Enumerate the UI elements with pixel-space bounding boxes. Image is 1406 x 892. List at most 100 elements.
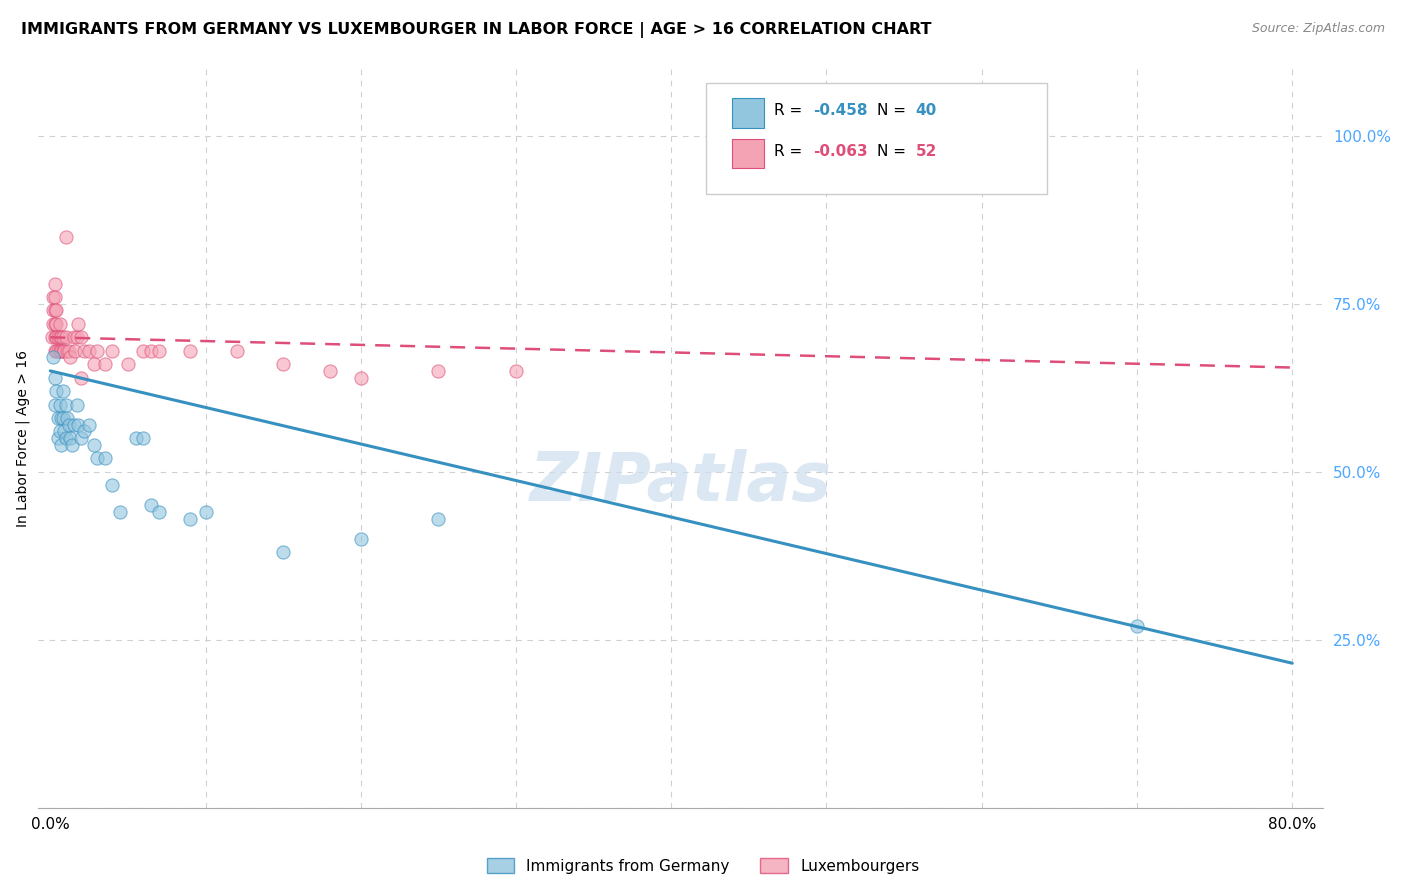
- Point: [42, 303, 65, 318]
- Point: [141, 498, 163, 512]
- Point: [52, 384, 75, 398]
- Point: [44, 290, 66, 304]
- Point: [58, 343, 80, 358]
- Text: -0.063: -0.063: [813, 144, 868, 159]
- Point: [45, 317, 67, 331]
- Point: [62, 330, 84, 344]
- Point: [48, 425, 70, 439]
- Point: [52, 330, 75, 344]
- Point: [194, 505, 217, 519]
- Point: [45, 384, 67, 398]
- Point: [132, 343, 155, 358]
- Point: [101, 478, 124, 492]
- Point: [60, 438, 83, 452]
- Point: [86, 451, 108, 466]
- Point: [63, 343, 86, 358]
- Point: [73, 425, 96, 439]
- Point: [101, 343, 124, 358]
- Point: [108, 505, 131, 519]
- FancyBboxPatch shape: [733, 98, 763, 128]
- Point: [86, 343, 108, 358]
- Point: [45, 330, 67, 344]
- Point: [70, 370, 93, 384]
- Point: [44, 277, 66, 291]
- Point: [42, 290, 65, 304]
- Point: [49, 411, 72, 425]
- Point: [48, 317, 70, 331]
- Point: [1126, 619, 1149, 633]
- Point: [48, 397, 70, 411]
- Point: [132, 431, 155, 445]
- Point: [49, 330, 72, 344]
- Point: [66, 397, 89, 411]
- Point: [67, 417, 90, 432]
- Point: [49, 343, 72, 358]
- Point: [70, 431, 93, 445]
- Point: [179, 343, 201, 358]
- Point: [44, 317, 66, 331]
- Point: [179, 512, 201, 526]
- Point: [55, 431, 77, 445]
- Point: [53, 343, 76, 358]
- Point: [44, 343, 66, 358]
- Legend: Immigrants from Germany, Luxembourgers: Immigrants from Germany, Luxembourgers: [481, 852, 925, 880]
- Point: [55, 229, 77, 244]
- Text: 40: 40: [915, 103, 936, 118]
- Point: [67, 317, 90, 331]
- Point: [427, 364, 450, 378]
- Text: IMMIGRANTS FROM GERMANY VS LUXEMBOURGER IN LABOR FORCE | AGE > 16 CORRELATION CH: IMMIGRANTS FROM GERMANY VS LUXEMBOURGER …: [21, 22, 932, 38]
- Point: [58, 417, 80, 432]
- Text: R =: R =: [775, 103, 807, 118]
- FancyBboxPatch shape: [706, 83, 1047, 194]
- Point: [52, 411, 75, 425]
- Point: [318, 364, 340, 378]
- Point: [44, 330, 66, 344]
- Point: [42, 317, 65, 331]
- Point: [350, 532, 373, 546]
- Point: [66, 330, 89, 344]
- Point: [55, 330, 77, 344]
- Point: [45, 303, 67, 318]
- Point: [44, 397, 66, 411]
- Point: [77, 417, 100, 432]
- Point: [44, 370, 66, 384]
- Text: -0.458: -0.458: [813, 103, 868, 118]
- Point: [93, 357, 115, 371]
- Point: [350, 370, 373, 384]
- Text: N =: N =: [877, 103, 911, 118]
- Point: [427, 512, 450, 526]
- Point: [46, 431, 69, 445]
- Point: [62, 417, 84, 432]
- Point: [225, 343, 247, 358]
- Point: [77, 343, 100, 358]
- Point: [83, 438, 105, 452]
- Point: [505, 364, 527, 378]
- Point: [83, 357, 105, 371]
- Point: [117, 357, 139, 371]
- Text: N =: N =: [877, 144, 911, 159]
- Point: [148, 505, 170, 519]
- Text: R =: R =: [775, 144, 807, 159]
- Point: [141, 343, 163, 358]
- Text: 52: 52: [915, 144, 938, 159]
- Point: [93, 451, 115, 466]
- Point: [48, 330, 70, 344]
- Point: [59, 351, 82, 365]
- Point: [46, 411, 69, 425]
- Point: [56, 411, 79, 425]
- Point: [44, 303, 66, 318]
- Point: [52, 343, 75, 358]
- Point: [271, 545, 294, 559]
- Point: [49, 438, 72, 452]
- Point: [48, 343, 70, 358]
- Text: ZIPatlas: ZIPatlas: [530, 450, 831, 516]
- Point: [70, 330, 93, 344]
- Point: [73, 343, 96, 358]
- FancyBboxPatch shape: [733, 139, 763, 169]
- Point: [271, 357, 294, 371]
- Point: [46, 343, 69, 358]
- Text: Source: ZipAtlas.com: Source: ZipAtlas.com: [1251, 22, 1385, 36]
- Point: [42, 351, 65, 365]
- Point: [55, 397, 77, 411]
- Point: [53, 425, 76, 439]
